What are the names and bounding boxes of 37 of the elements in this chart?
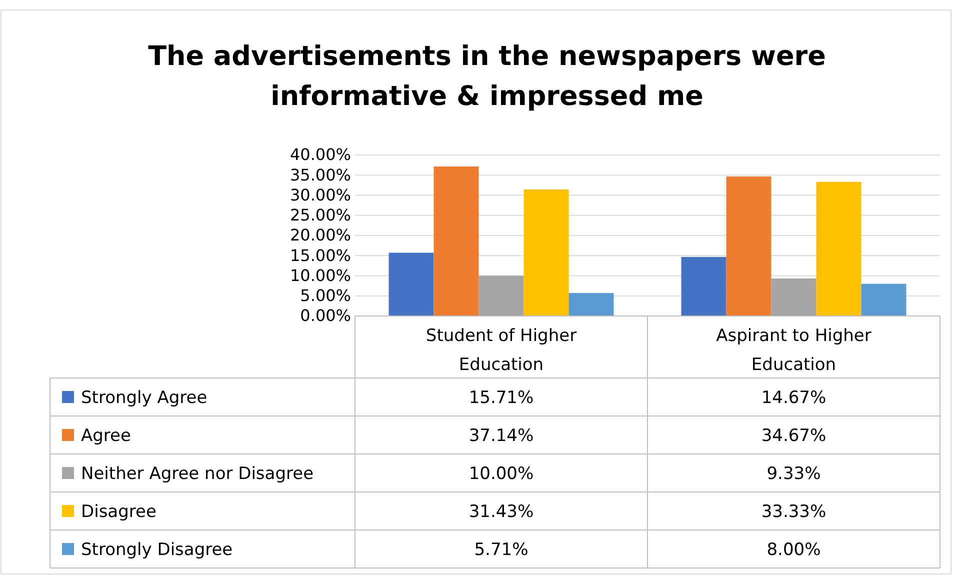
chart-title: The advertisements in the newspapers were informative & impressed me	[148, 41, 826, 112]
data-label: 37.14%	[468, 426, 534, 446]
x-tick-label: Aspirant to Higher Education	[716, 326, 872, 375]
data-label: 9.33%	[766, 464, 821, 484]
bar	[388, 252, 434, 316]
data-label: 8.00%	[766, 540, 821, 560]
y-tick-label: 40.00%	[290, 145, 351, 164]
y-tick-label: 35.00%	[290, 165, 351, 184]
bar	[434, 166, 479, 316]
bar	[861, 284, 906, 316]
data-label: 15.71%	[468, 388, 534, 408]
y-tick-label: 15.00%	[290, 246, 351, 265]
y-tick-label: 10.00%	[290, 266, 351, 285]
legend-label: Disagree	[81, 502, 156, 522]
y-tick-label: 20.00%	[290, 226, 351, 245]
data-label: 31.43%	[468, 502, 534, 522]
bar	[524, 189, 569, 316]
y-tick-label: 25.00%	[290, 205, 351, 224]
data-label: 34.67%	[761, 426, 826, 446]
data-label: 5.71%	[474, 540, 528, 560]
legend-label: Strongly Disagree	[81, 540, 233, 560]
x-tick-label: Student of Higher Education	[426, 326, 577, 375]
data-label: 14.67%	[761, 388, 826, 408]
bar	[771, 278, 816, 316]
bar	[726, 176, 772, 316]
legend-label: Strongly Agree	[81, 388, 208, 408]
bar	[681, 256, 726, 316]
bar	[568, 293, 614, 316]
data-label: 33.33%	[761, 502, 826, 522]
y-tick-label: 5.00%	[300, 286, 351, 305]
legend-label: Neither Agree nor Disagree	[81, 464, 314, 484]
bar	[816, 182, 862, 316]
y-tick-label: 30.00%	[290, 185, 351, 204]
bar	[478, 276, 524, 316]
y-tick-label: 0.00%	[300, 306, 351, 326]
legend-label: Agree	[81, 426, 131, 446]
data-label: 10.00%	[468, 464, 534, 484]
